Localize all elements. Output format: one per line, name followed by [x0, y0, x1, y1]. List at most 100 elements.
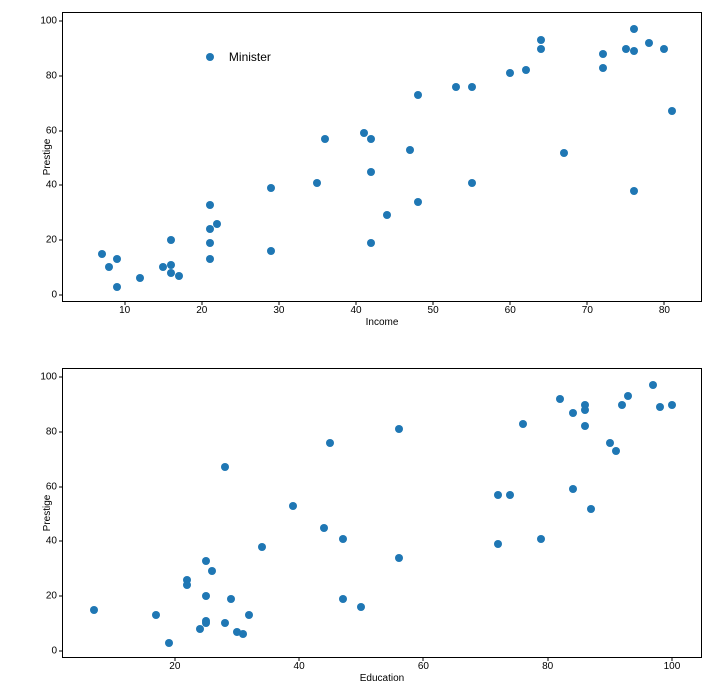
ytick: [59, 21, 63, 22]
scatter-point: [494, 491, 502, 499]
ytick: [59, 294, 63, 295]
scatter-point: [630, 25, 638, 33]
scatter-point: [202, 557, 210, 565]
scatter-point: [367, 168, 375, 176]
scatter-point: [414, 198, 422, 206]
scatter-point: [630, 47, 638, 55]
scatter-point: [339, 535, 347, 543]
scatter-point: [395, 425, 403, 433]
ytick: [59, 240, 63, 241]
xtick-label: 30: [273, 305, 284, 316]
scatter-point: [206, 239, 214, 247]
ytick-label: 60: [46, 481, 57, 492]
scatter-point: [581, 406, 589, 414]
ylabel: Prestige: [42, 495, 53, 532]
ylabel: Prestige: [42, 139, 53, 176]
scatter-point: [645, 39, 653, 47]
ytick: [59, 431, 63, 432]
xtick-label: 40: [350, 305, 361, 316]
ytick: [59, 75, 63, 76]
ytick: [59, 377, 63, 378]
xtick-label: 100: [664, 661, 681, 672]
scatter-point: [357, 603, 365, 611]
ytick-label: 60: [46, 125, 57, 136]
scatter-point: [537, 45, 545, 53]
scatter-point: [506, 491, 514, 499]
scatter-point: [321, 135, 329, 143]
ytick: [59, 185, 63, 186]
scatter-point: [656, 403, 664, 411]
scatter-point: [360, 129, 368, 137]
scatter-point: [660, 45, 668, 53]
scatter-point: [599, 50, 607, 58]
xtick-label: 80: [659, 305, 670, 316]
scatter-point: [624, 392, 632, 400]
scatter-point: [494, 540, 502, 548]
scatter-point: [167, 261, 175, 269]
scatter-point: [202, 592, 210, 600]
scatter-point: [367, 239, 375, 247]
scatter-point: [221, 619, 229, 627]
xlabel: Education: [360, 673, 404, 684]
scatter-point: [395, 554, 403, 562]
ytick-label: 20: [46, 591, 57, 602]
scatter-point: [289, 502, 297, 510]
scatter-point: [267, 184, 275, 192]
scatter-point: [560, 149, 568, 157]
xtick-label: 20: [169, 661, 180, 672]
scatter-point: [233, 628, 241, 636]
ytick-label: 80: [46, 70, 57, 81]
figure: 1020304050607080020406080100IncomePresti…: [0, 0, 723, 697]
scatter-point: [206, 53, 214, 61]
scatter-point: [668, 107, 676, 115]
ytick: [59, 650, 63, 651]
scatter-point: [519, 420, 527, 428]
ytick-label: 40: [46, 536, 57, 547]
scatter-point: [339, 595, 347, 603]
scatter-point: [556, 395, 564, 403]
xtick-label: 60: [505, 305, 516, 316]
ytick: [59, 541, 63, 542]
scatter-point: [206, 201, 214, 209]
scatter-point: [581, 422, 589, 430]
scatter-point: [208, 567, 216, 575]
scatter-point: [537, 535, 545, 543]
ytick: [59, 130, 63, 131]
subplot-top: 1020304050607080020406080100IncomePresti…: [62, 12, 702, 302]
scatter-point: [414, 91, 422, 99]
xtick-label: 70: [582, 305, 593, 316]
scatter-point: [313, 179, 321, 187]
ytick-label: 100: [40, 372, 57, 383]
xlabel: Income: [366, 317, 399, 328]
scatter-point: [522, 66, 530, 74]
scatter-point: [175, 272, 183, 280]
scatter-point: [587, 505, 595, 513]
annotation-label: Minister: [229, 50, 271, 64]
scatter-point: [136, 274, 144, 282]
subplot-bottom: 20406080100020406080100EducationPrestige: [62, 368, 702, 658]
scatter-point: [320, 524, 328, 532]
ytick: [59, 596, 63, 597]
scatter-point: [245, 611, 253, 619]
scatter-point: [569, 485, 577, 493]
scatter-point: [258, 543, 266, 551]
scatter-point: [98, 250, 106, 258]
scatter-point: [90, 606, 98, 614]
ytick-label: 80: [46, 426, 57, 437]
scatter-point: [202, 617, 210, 625]
xtick-label: 40: [294, 661, 305, 672]
scatter-point: [506, 69, 514, 77]
scatter-point: [468, 83, 476, 91]
scatter-point: [167, 236, 175, 244]
scatter-point: [599, 64, 607, 72]
scatter-point: [612, 447, 620, 455]
xtick-label: 10: [119, 305, 130, 316]
scatter-point: [537, 36, 545, 44]
ytick-label: 0: [51, 645, 57, 656]
scatter-point: [206, 225, 214, 233]
scatter-point: [113, 255, 121, 263]
scatter-point: [267, 247, 275, 255]
scatter-point: [383, 211, 391, 219]
ytick-label: 0: [51, 289, 57, 300]
scatter-point: [452, 83, 460, 91]
